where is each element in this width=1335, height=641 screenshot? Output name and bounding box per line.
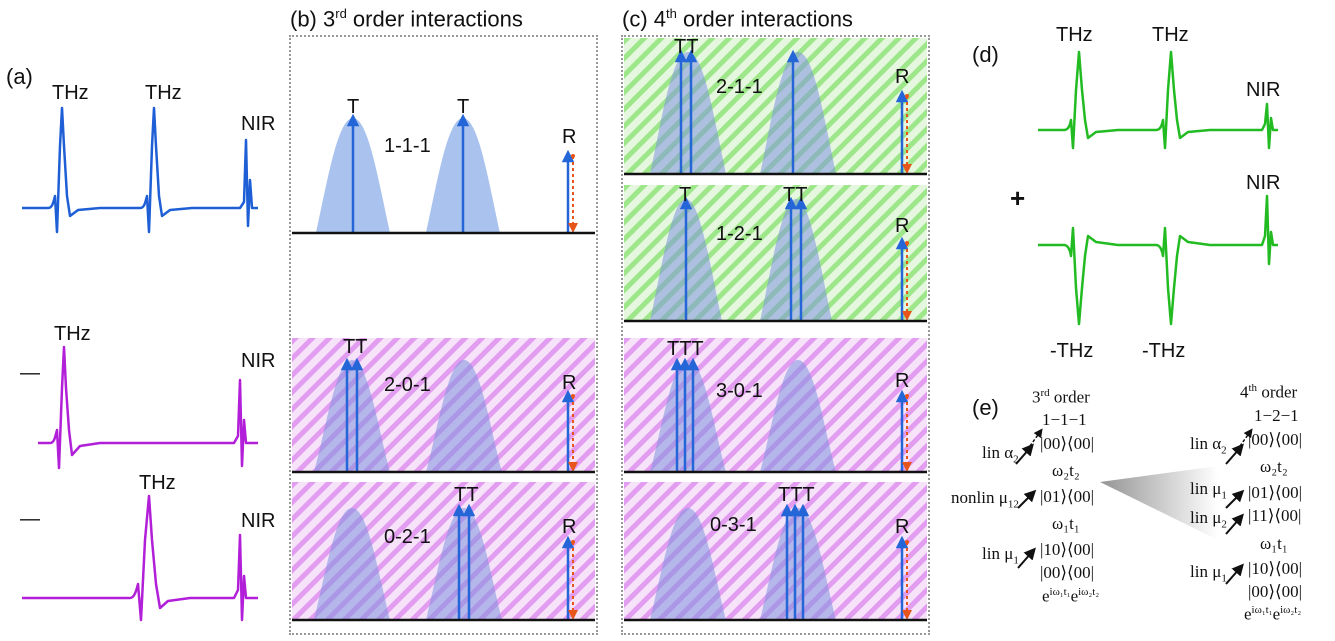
e-right-omega2: ω₂t₂	[1260, 457, 1288, 477]
e-left-code: 1−1−1	[1042, 410, 1087, 430]
e-left-state-01: |01⟩⟨00|	[1040, 487, 1094, 507]
e-left-phase: eiω₁t₁eiω₂t₂	[1042, 586, 1099, 607]
e-left-omega1: ω₁t₁	[1052, 514, 1080, 534]
e-left-nonlin-mu12: nonlin μ12	[951, 488, 1019, 510]
e-right-state-11: |11⟩⟨00|	[1248, 506, 1301, 526]
e-right-lin-alpha: lin α2	[1190, 434, 1227, 456]
e-right-lin-mu1-top: lin μ1	[1190, 479, 1227, 501]
e-right-lin-mu1-bottom: lin μ1	[1190, 562, 1227, 584]
e-right-state-01: |01⟩⟨00|	[1248, 483, 1302, 503]
e-left-omega2: ω₂t₂	[1052, 461, 1080, 481]
e-left-state-00-top: |00⟩⟨00|	[1040, 434, 1094, 454]
e-left-lin-alpha: lin α2	[982, 443, 1019, 465]
e-right-phase: eiω₁t₁eiω₂t₂	[1244, 604, 1301, 625]
e-right-code: 1−2−1	[1254, 406, 1299, 426]
e-left-order: 3rd order	[1032, 387, 1090, 408]
e-right-order: 4th order	[1240, 382, 1297, 403]
e-right-omega1: ω₁t₁	[1260, 534, 1288, 554]
e-left-state-10: |10⟩⟨00|	[1040, 540, 1094, 560]
e-right-lin-mu2: lin μ2	[1190, 508, 1227, 530]
e-right-state-00-bottom: |00⟩⟨00|	[1248, 582, 1302, 602]
e-left-lin-mu1: lin μ1	[982, 544, 1019, 566]
e-right-state-00-top: |00⟩⟨00|	[1248, 430, 1302, 450]
e-right-state-10: |10⟩⟨00|	[1248, 559, 1302, 579]
e-left-state-00-bottom: |00⟩⟨00|	[1040, 563, 1094, 583]
